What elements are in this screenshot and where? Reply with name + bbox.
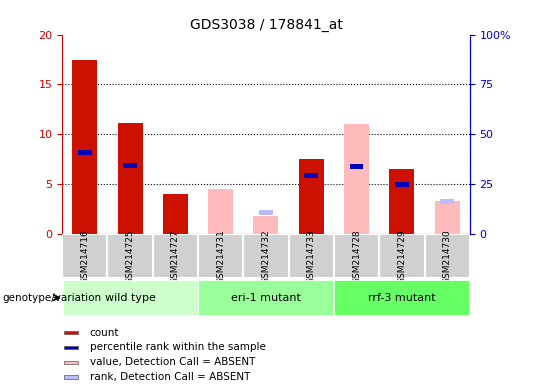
- Bar: [344, 124, 369, 234]
- Bar: [208, 189, 233, 234]
- Bar: [64, 331, 78, 334]
- Text: GSM214729: GSM214729: [397, 229, 406, 284]
- Bar: [118, 123, 143, 234]
- Bar: [153, 234, 198, 278]
- Text: GSM214725: GSM214725: [126, 229, 134, 284]
- Bar: [435, 201, 460, 234]
- Bar: [253, 216, 279, 234]
- Bar: [389, 169, 414, 234]
- Bar: [379, 234, 424, 278]
- Bar: [63, 280, 198, 315]
- Bar: [64, 346, 78, 349]
- Text: rrf-3 mutant: rrf-3 mutant: [368, 293, 436, 303]
- Bar: [288, 234, 334, 278]
- Bar: [78, 150, 92, 155]
- Bar: [334, 234, 379, 278]
- Text: count: count: [90, 328, 119, 338]
- Bar: [198, 234, 244, 278]
- Text: wild type: wild type: [105, 293, 156, 303]
- Text: rank, Detection Call = ABSENT: rank, Detection Call = ABSENT: [90, 372, 250, 382]
- Bar: [107, 234, 153, 278]
- Bar: [64, 361, 78, 364]
- Bar: [395, 182, 409, 187]
- Text: GSM214728: GSM214728: [352, 229, 361, 284]
- Text: GSM214731: GSM214731: [216, 229, 225, 284]
- Text: GSM214730: GSM214730: [443, 229, 451, 284]
- Bar: [123, 163, 137, 168]
- Bar: [440, 199, 454, 204]
- Bar: [350, 164, 363, 169]
- Bar: [259, 210, 273, 215]
- Bar: [163, 194, 188, 234]
- Bar: [424, 234, 470, 278]
- Title: GDS3038 / 178841_at: GDS3038 / 178841_at: [190, 18, 342, 32]
- Bar: [64, 376, 78, 379]
- Text: GSM214727: GSM214727: [171, 229, 180, 284]
- Bar: [299, 159, 323, 234]
- Bar: [305, 173, 318, 178]
- Bar: [72, 60, 97, 234]
- Bar: [334, 280, 469, 315]
- Text: genotype/variation: genotype/variation: [3, 293, 102, 303]
- Bar: [62, 234, 107, 278]
- Text: eri-1 mutant: eri-1 mutant: [231, 293, 301, 303]
- Text: GSM214732: GSM214732: [261, 229, 271, 284]
- Bar: [244, 234, 288, 278]
- Bar: [199, 280, 333, 315]
- Text: percentile rank within the sample: percentile rank within the sample: [90, 343, 266, 353]
- Text: GSM214716: GSM214716: [80, 229, 89, 284]
- Text: value, Detection Call = ABSENT: value, Detection Call = ABSENT: [90, 357, 255, 367]
- Text: GSM214733: GSM214733: [307, 229, 316, 284]
